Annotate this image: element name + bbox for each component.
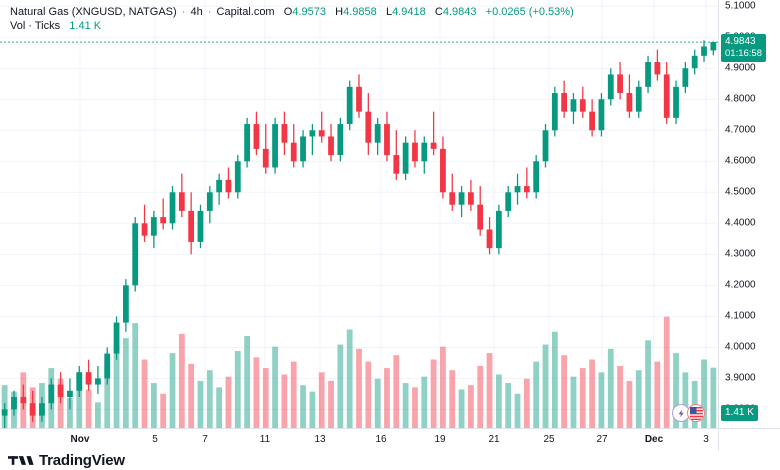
time-axis-tick: 27: [596, 434, 608, 445]
bar-countdown: 01:16:58: [725, 48, 762, 60]
price-axis-tick: 5.1000: [725, 0, 756, 12]
volume-series: [1, 316, 717, 428]
time-axis-tick: Dec: [644, 434, 664, 445]
time-axis-tick: 5: [152, 434, 158, 445]
legend-change: +0.0265 (+0.53%): [485, 6, 574, 18]
price-axis-tick: 4.2000: [725, 279, 756, 291]
current-price-value: 4.9843: [725, 36, 756, 48]
legend-sep-2: ·: [207, 6, 212, 18]
current-price-badge[interactable]: 4.9843 01:16:58: [721, 34, 766, 63]
price-axis-tick: 4.1000: [725, 310, 756, 322]
grid-layer: [0, 0, 718, 428]
time-axis-tick: 21: [488, 434, 500, 445]
time-axis-tick: 16: [375, 434, 387, 445]
us-flag-icon[interactable]: [687, 404, 705, 422]
time-axis-tick: 3: [703, 434, 709, 445]
chart-footer: TradingView: [0, 450, 780, 470]
legend-close-label: C: [434, 6, 443, 18]
chart-legend: Natural Gas (XNGUSD, NATGAS) · 4h · Capi…: [10, 5, 574, 33]
legend-volume-value: 1.41 K: [69, 20, 102, 32]
tradingview-logo[interactable]: TradingView: [8, 450, 125, 470]
legend-source[interactable]: Capital.com: [216, 6, 275, 18]
time-axis-tick: 7: [202, 434, 208, 445]
price-axis-tick: 4.0000: [725, 341, 756, 353]
price-axis-tick: 4.5000: [725, 186, 756, 198]
legend-low-value: 4.9418: [392, 6, 426, 18]
candlestick-series: [1, 40, 717, 428]
price-axis-tick: 3.9000: [725, 372, 756, 384]
legend-interval[interactable]: 4h: [190, 6, 203, 18]
legend-symbol[interactable]: Natural Gas (XNGUSD, NATGAS): [10, 6, 177, 18]
price-axis[interactable]: 5.10005.00004.90004.80004.70004.60004.50…: [718, 0, 780, 428]
tradingview-mark-icon: [8, 455, 34, 465]
chart-plot-area[interactable]: [0, 0, 718, 428]
legend-high-label: H: [335, 6, 344, 18]
tradingview-wordmark: TradingView: [39, 451, 125, 469]
legend-main-row: Natural Gas (XNGUSD, NATGAS) · 4h · Capi…: [10, 5, 574, 19]
price-axis-tick: 4.4000: [725, 217, 756, 229]
legend-volume-row: Vol · Ticks 1.41 K: [10, 19, 574, 33]
legend-open-value: 4.9573: [292, 6, 326, 18]
price-axis-tick: 4.9000: [725, 62, 756, 74]
volume-value-badge[interactable]: 1.41 K: [721, 405, 758, 421]
time-axis-tick: 11: [259, 434, 271, 445]
time-axis-tick: 19: [434, 434, 446, 445]
legend-open-label: O: [283, 6, 293, 18]
legend-volume-title[interactable]: Vol · Ticks: [10, 20, 61, 32]
time-axis-tick: Nov: [70, 434, 90, 445]
price-line-overlay: [0, 41, 718, 43]
price-axis-tick: 4.6000: [725, 155, 756, 167]
legend-sep-1: ·: [181, 6, 186, 18]
time-axis-tick: 13: [314, 434, 326, 445]
time-axis-tick: 25: [543, 434, 555, 445]
chart-corner-badges[interactable]: [672, 404, 705, 422]
time-axis[interactable]: Nov5711131619212527Dec35: [0, 428, 761, 451]
price-axis-tick: 4.7000: [725, 124, 756, 136]
price-axis-tick: 4.3000: [725, 248, 756, 260]
legend-close-value: 4.9843: [442, 6, 477, 18]
legend-high-value: 4.9858: [343, 6, 377, 18]
legend-low-label: L: [385, 6, 393, 18]
price-axis-tick: 4.8000: [725, 93, 756, 105]
lightning-icon[interactable]: [672, 404, 690, 422]
axis-corner: [718, 428, 780, 451]
